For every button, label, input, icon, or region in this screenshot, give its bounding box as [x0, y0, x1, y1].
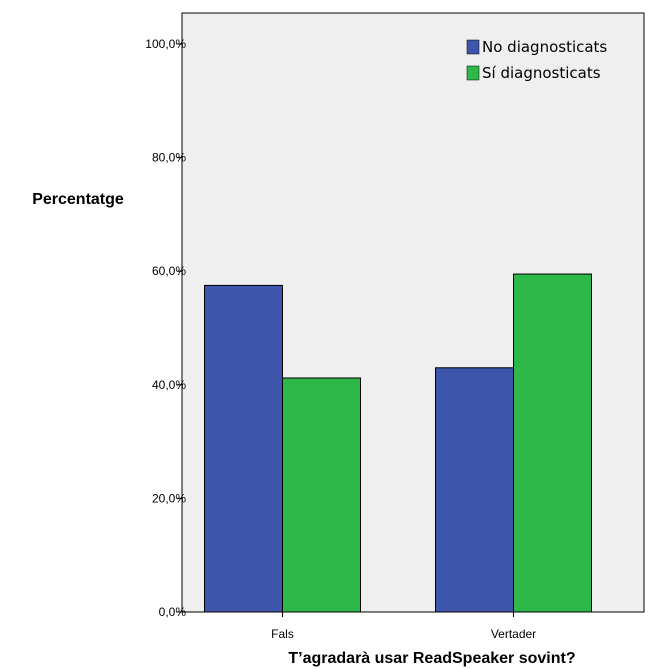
x-axis-title: T’agradarà usar ReadSpeaker sovint?: [288, 650, 575, 667]
bar-fals-series-1: [204, 284, 283, 613]
bar-vertader-series-2: [513, 273, 592, 613]
y-ticks-group: 0,0% 20,0% 40,0% 60,0% 80,0% 100,0%: [145, 37, 186, 619]
legend-swatch: [466, 39, 480, 55]
y-tick-label: 80,0%: [152, 151, 186, 165]
x-ticks-group: Fals Vertader: [271, 612, 536, 641]
bars-group: [204, 273, 592, 613]
legend-swatch: [466, 65, 480, 81]
y-tick-label: 100,0%: [145, 37, 186, 51]
legend: No diagnosticats Sí diagnosticats: [466, 38, 607, 82]
y-tick-label: 60,0%: [152, 264, 186, 278]
legend-label: No diagnosticats: [482, 38, 607, 56]
bar-fals-series-2: [282, 377, 361, 613]
y-tick-label: 20,0%: [152, 491, 186, 505]
y-axis-title: Percentatge: [32, 191, 124, 208]
y-tick-label: 40,0%: [152, 378, 186, 392]
x-tick-label: Vertader: [491, 627, 536, 641]
x-tick-label: Fals: [271, 627, 294, 641]
y-tick-label: 0,0%: [159, 605, 187, 619]
legend-label: Sí diagnosticats: [482, 64, 601, 82]
bar-vertader-series-1: [435, 367, 514, 613]
